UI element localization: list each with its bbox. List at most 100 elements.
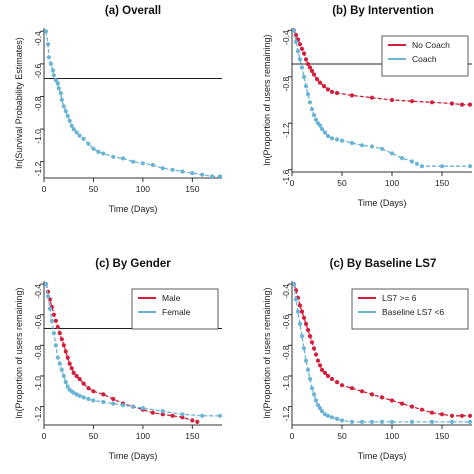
data-point: [293, 297, 299, 302]
data-point: [91, 146, 96, 151]
data-point: [379, 395, 385, 400]
data-point: [91, 389, 96, 394]
data-point: [111, 396, 116, 402]
y-tick-label: -0.6: [33, 314, 43, 329]
data-point: [96, 149, 101, 154]
panel-title: (a) Overall: [105, 5, 161, 17]
data-point: [311, 346, 317, 351]
data-point: [160, 166, 165, 171]
data-point: [140, 406, 145, 411]
data-point: [150, 162, 155, 168]
y-tick-label: -1.2: [281, 406, 291, 421]
data-point: [53, 78, 59, 83]
legend-box: [131, 288, 219, 330]
data-point: [292, 28, 297, 33]
data-point: [301, 74, 307, 79]
legend: LS7 >= 6 Baseline LS7 <6: [351, 288, 469, 330]
data-point: [130, 159, 136, 164]
data-point: [121, 403, 126, 408]
data-point: [409, 419, 415, 424]
data-point: [210, 174, 215, 178]
data-point: [61, 343, 66, 348]
x-tick-label: 0: [290, 178, 295, 188]
data-point: [51, 73, 57, 78]
data-point: [67, 361, 72, 366]
data-point: [325, 413, 331, 418]
x-tick-label: 50: [337, 178, 347, 188]
data-point: [111, 401, 116, 406]
data-point: [56, 86, 61, 91]
legend-box: [351, 288, 469, 330]
data-point: [303, 358, 309, 363]
data-point: [195, 419, 200, 424]
data-point: [307, 334, 313, 339]
data-point: [77, 393, 82, 398]
data-point: [299, 334, 305, 339]
y-tick-label: -1.6: [281, 169, 291, 184]
data-point: [63, 109, 68, 114]
data-point: [81, 395, 86, 400]
y-tick-label: -0.8: [281, 345, 291, 360]
data-point: [63, 380, 68, 385]
data-point: [414, 161, 420, 166]
data-point: [329, 376, 335, 382]
data-point: [369, 392, 375, 397]
x-axis-label: Time (Days): [358, 198, 407, 208]
panel-4: (c) By Baseline LS7 0 50 100 150 -0.4 -0.6 -0.8…: [262, 258, 472, 461]
data-point: [51, 331, 57, 336]
y-axis-label: ln(Survival Probability Estimates): [14, 37, 24, 169]
data-point: [61, 373, 66, 379]
data-point: [63, 349, 68, 354]
data-point: [51, 312, 57, 317]
data-point: [57, 331, 62, 336]
data-point: [439, 412, 445, 417]
y-tick-label: -0.4: [33, 284, 43, 299]
legend-label: Male: [162, 293, 181, 303]
legend-label: Female: [162, 307, 191, 317]
data-point: [419, 407, 425, 412]
data-point: [297, 42, 303, 47]
data-point: [170, 167, 175, 172]
data-point: [349, 140, 355, 146]
data-point: [419, 164, 425, 169]
data-point: [101, 392, 106, 397]
x-tick-label: 100: [385, 431, 399, 441]
data-point: [47, 306, 53, 311]
data-point: [86, 396, 91, 402]
plot-area: [44, 29, 222, 178]
data-point: [55, 324, 60, 330]
data-point: [319, 409, 325, 414]
data-point: [217, 174, 222, 178]
data-point: [309, 340, 315, 345]
data-point: [55, 355, 60, 360]
x-tick-label: 150: [185, 431, 199, 441]
x-tick-label: 50: [89, 184, 99, 194]
data-point: [317, 123, 323, 128]
data-point: [59, 337, 64, 342]
data-point: [307, 100, 313, 105]
data-point: [303, 84, 309, 89]
y-tick-label: -0.8: [33, 345, 43, 360]
data-point: [389, 398, 395, 403]
data-point: [317, 363, 323, 368]
data-point: [311, 392, 317, 397]
data-point: [467, 419, 472, 424]
data-point: [329, 415, 335, 420]
data-point: [325, 87, 331, 92]
data-point: [399, 156, 405, 161]
data-point: [180, 412, 185, 417]
y-tick-label: -1.2: [281, 123, 291, 138]
data-point: [334, 380, 340, 385]
data-point: [53, 343, 59, 348]
data-point: [301, 315, 307, 320]
data-point: [180, 169, 185, 174]
data-point: [459, 102, 465, 107]
data-point: [50, 68, 56, 73]
data-point: [409, 159, 415, 164]
data-point: [389, 97, 395, 103]
data-point: [111, 154, 116, 159]
data-point: [45, 294, 51, 299]
data-point: [200, 172, 205, 177]
data-point: [311, 113, 317, 118]
